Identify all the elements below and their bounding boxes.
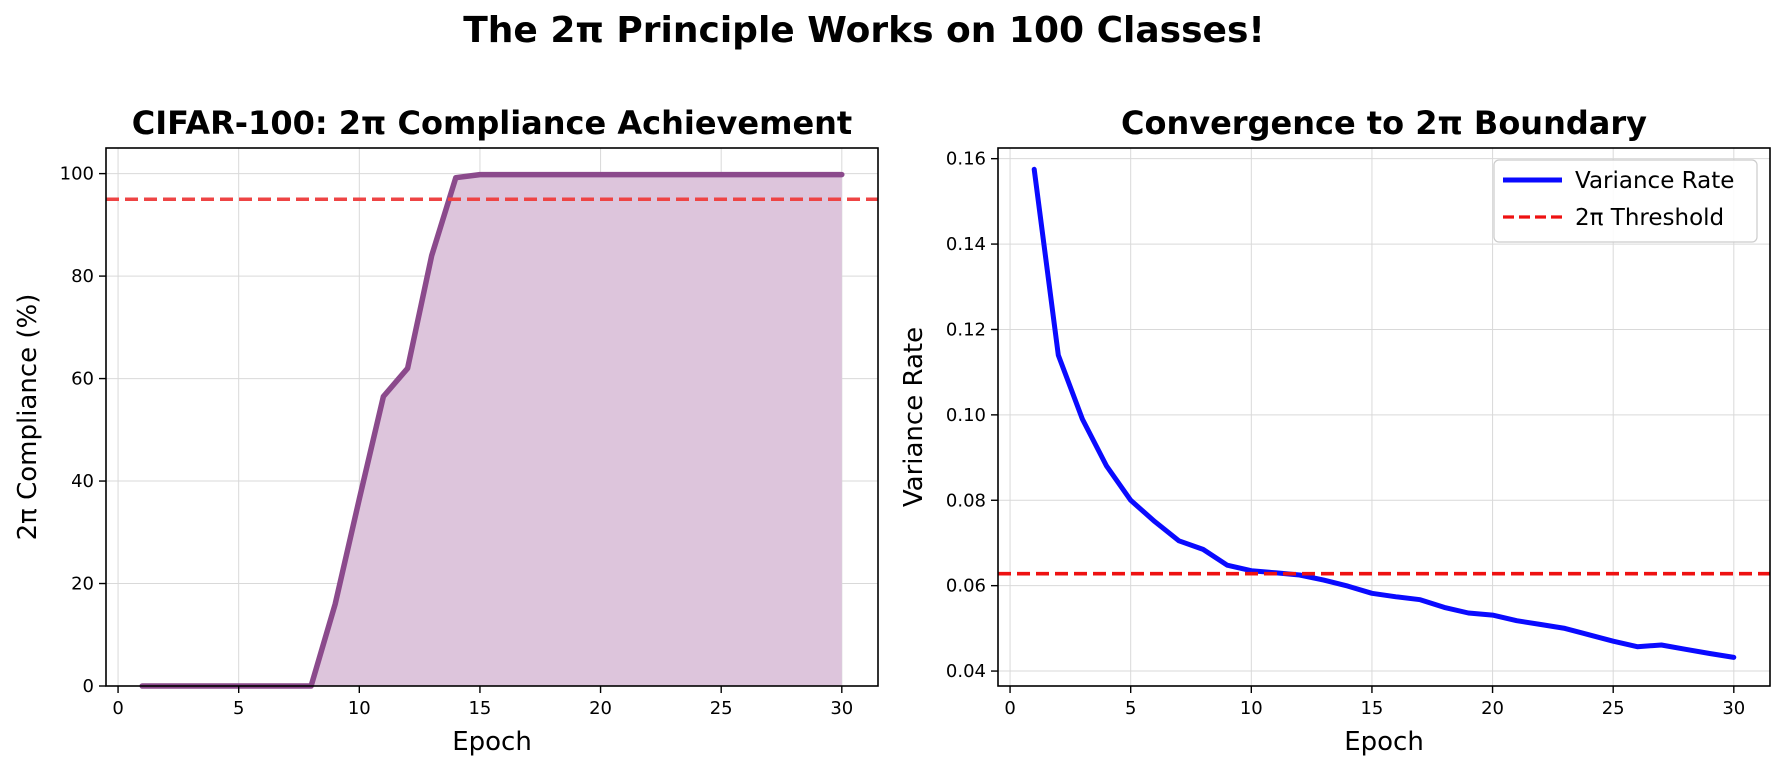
compliance-x-axis-label: Epoch	[452, 727, 532, 757]
figure-title: The 2π Principle Works on 100 Classes!	[463, 10, 1265, 51]
legend-label-variance-rate: Variance Rate	[1575, 168, 1734, 194]
variance-y-tick-label: 0.04	[946, 661, 986, 682]
compliance-x-tick-label: 30	[830, 698, 853, 719]
variance-marks	[998, 166, 1770, 660]
compliance-ticks: 0 5 10 15 20 25 30 0 20 40 60 80 100	[60, 164, 854, 719]
compliance-axes-frame	[105, 147, 879, 687]
variance-grid	[998, 148, 1770, 686]
variance-x-tick-label: 15	[1360, 698, 1383, 719]
variance-y-axis-label: Variance Rate	[899, 327, 929, 507]
compliance-x-tick-label: 10	[348, 698, 371, 719]
variance-ticks: 0 5 10 15 20 25 30 0.04 0.06 0.08 0.10 0.12 0.14 0.16	[946, 149, 1745, 719]
variance-legend: Variance Rate 2π Threshold	[1493, 159, 1758, 243]
variance-y-tick-label: 0.12	[946, 319, 986, 340]
variance-x-tick-label: 5	[1125, 698, 1136, 719]
compliance-y-tick-label: 40	[71, 471, 94, 492]
compliance-area-fill	[142, 174, 842, 686]
compliance-y-tick-label: 80	[71, 266, 94, 287]
compliance-y-tick-label: 60	[71, 369, 94, 390]
variance-y-tick-label: 0.14	[946, 234, 986, 255]
compliance-x-tick-label: 25	[710, 698, 733, 719]
variance-x-tick-label: 30	[1722, 698, 1745, 719]
compliance-y-tick-label: 100	[60, 164, 94, 185]
variance-series-line	[1031, 166, 1737, 660]
compliance-x-tick-label: 0	[112, 698, 123, 719]
variance-y-tick-label: 0.06	[946, 576, 986, 597]
variance-y-tick-label: 0.10	[946, 405, 986, 426]
compliance-x-tick-label: 15	[468, 698, 491, 719]
variance-x-tick-label: 0	[1004, 698, 1015, 719]
variance-axes-frame	[997, 147, 1771, 687]
compliance-panel: 0 5 10 15 20 25 30 0 20 40 60 80 100 CIFAR-100: 2π C…	[13, 104, 879, 757]
variance-chart-title: Convergence to 2π Boundary	[1121, 104, 1647, 142]
variance-x-tick-label: 10	[1240, 698, 1263, 719]
variance-x-tick-label: 25	[1602, 698, 1625, 719]
compliance-x-tick-label: 5	[233, 698, 244, 719]
variance-y-tick-label: 0.08	[946, 490, 986, 511]
compliance-y-axis-label: 2π Compliance (%)	[13, 294, 43, 541]
compliance-x-tick-label: 20	[589, 698, 612, 719]
variance-panel: 0 5 10 15 20 25 30 0.04 0.06 0.08 0.10 0.12 0.14 0.16…	[899, 104, 1771, 757]
variance-x-tick-label: 20	[1481, 698, 1504, 719]
compliance-y-tick-label: 0	[83, 676, 94, 697]
compliance-marks	[106, 171, 878, 689]
legend-label-threshold: 2π Threshold	[1575, 205, 1724, 231]
compliance-y-tick-label: 20	[71, 574, 94, 595]
variance-y-tick-label: 0.16	[946, 149, 986, 170]
variance-x-axis-label: Epoch	[1344, 727, 1424, 757]
compliance-chart-title: CIFAR-100: 2π Compliance Achievement	[132, 104, 852, 142]
